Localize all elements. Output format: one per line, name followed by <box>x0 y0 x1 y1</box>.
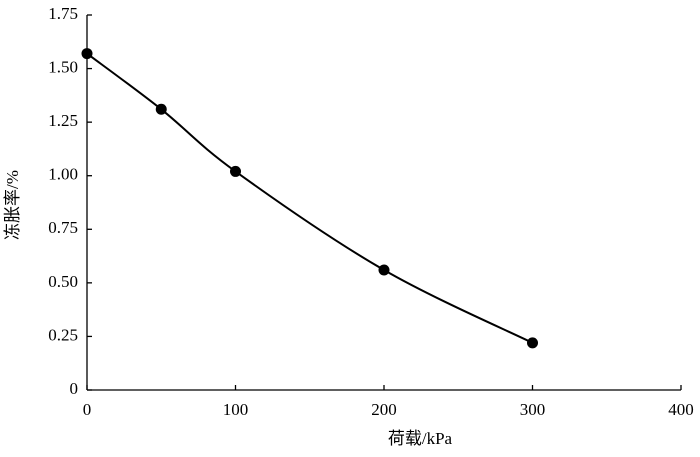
data-point <box>230 165 241 177</box>
x-tick-label: 0 <box>83 400 92 419</box>
data-point <box>81 48 93 60</box>
data-point <box>155 103 167 115</box>
y-tick-label: 0.25 <box>48 325 78 344</box>
data-point <box>378 264 390 276</box>
y-tick-label: 0 <box>70 379 79 398</box>
y-axis-label: 冻胀率/% <box>3 170 22 240</box>
y-tick-label: 0.50 <box>48 272 78 291</box>
y-tick-label: 1.75 <box>48 4 78 23</box>
y-tick-label: 0.75 <box>48 218 78 237</box>
data-point <box>527 337 538 349</box>
y-tick-label: 1.25 <box>48 111 78 130</box>
x-tick-label: 300 <box>520 400 546 419</box>
fit-curve <box>86 52 533 344</box>
x-tick-label: 200 <box>371 400 397 419</box>
x-axis-label: 荷载/kPa <box>388 429 453 448</box>
y-tick-label: 1.00 <box>48 165 78 184</box>
x-tick-label: 400 <box>668 400 694 419</box>
y-tick-label: 1.50 <box>48 57 78 76</box>
x-tick-label: 100 <box>223 400 249 419</box>
